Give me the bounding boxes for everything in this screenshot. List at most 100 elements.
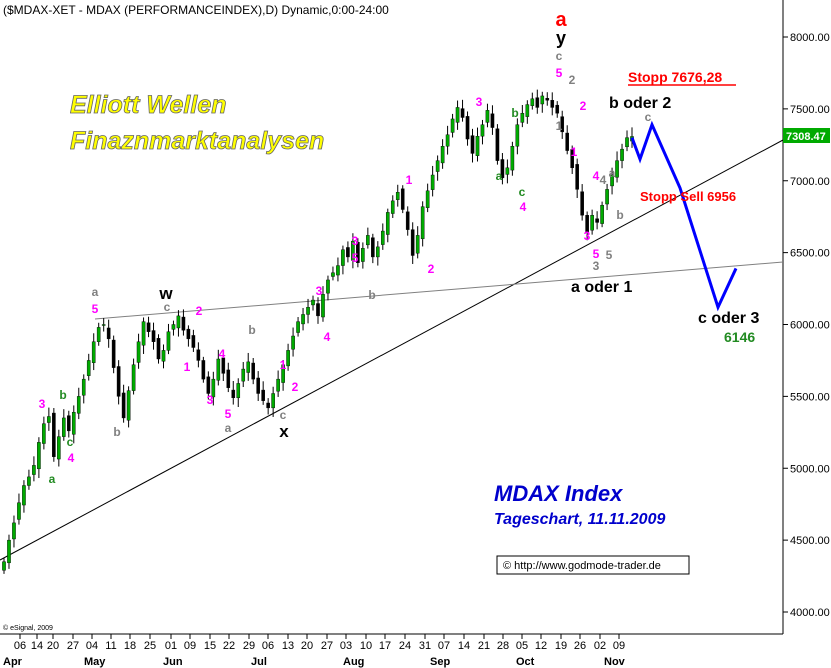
chart-header: ($MDAX-XET - MDAX (PERFORMANCEINDEX),D) … xyxy=(3,3,389,17)
x-month-label: Nov xyxy=(604,656,626,668)
candle-body xyxy=(156,338,161,360)
x-day-label: 02 xyxy=(594,640,606,652)
x-day-label: 12 xyxy=(535,640,547,652)
candle-body xyxy=(475,135,480,156)
candle-body xyxy=(141,321,146,346)
wave-label: 5 xyxy=(92,302,99,316)
chart-subtitle: Tageschart, 11.11.2009 xyxy=(494,511,665,528)
candle-body xyxy=(52,412,56,457)
candles xyxy=(2,89,634,574)
x-month-label: May xyxy=(84,656,106,668)
x-month-label: Sep xyxy=(430,656,450,668)
x-day-label: 28 xyxy=(497,640,509,652)
x-day-label: 27 xyxy=(67,640,79,652)
candle-body xyxy=(37,442,41,470)
candle-body xyxy=(121,392,126,419)
x-month-label: Aug xyxy=(343,656,364,668)
candle-body xyxy=(460,108,465,118)
candle-body xyxy=(425,190,430,208)
wave-label: 4 xyxy=(520,200,527,214)
candle-body xyxy=(605,189,609,205)
candle-body xyxy=(445,134,450,147)
candle-body xyxy=(480,124,485,137)
candle-body xyxy=(201,360,206,380)
x-day-label: 21 xyxy=(478,640,490,652)
y-tick-label: 4500.00 xyxy=(790,535,830,547)
candle-body xyxy=(171,324,176,330)
rising-support-trendline xyxy=(0,139,784,561)
wave-label: 2 xyxy=(196,304,203,318)
wave-label: a xyxy=(225,421,232,435)
candle-body xyxy=(101,324,106,326)
candle-body xyxy=(440,146,445,164)
y-tick-label: 5000.00 xyxy=(790,463,830,475)
candle-body xyxy=(525,104,530,117)
candle-body xyxy=(2,561,6,571)
candle-body xyxy=(420,206,425,240)
candle-body xyxy=(151,330,156,342)
candle-body xyxy=(346,247,350,258)
candle-body xyxy=(361,248,365,262)
wave-label: a xyxy=(496,169,503,183)
candle-body xyxy=(281,364,285,383)
stopp-buy-label: Stopp 7676,28 xyxy=(628,69,722,85)
x-day-label: 11 xyxy=(105,640,116,652)
x-day-label: 18 xyxy=(124,640,136,652)
candle-body xyxy=(545,98,550,101)
candle-body xyxy=(505,167,510,175)
candle-body xyxy=(211,378,216,398)
candle-body xyxy=(27,476,31,486)
candle-body xyxy=(385,212,390,235)
candle-body xyxy=(246,361,251,373)
candle-body xyxy=(356,242,360,263)
candle-body xyxy=(116,366,121,397)
candle-body xyxy=(615,160,619,178)
candle-body xyxy=(261,389,265,401)
wave-label: 5 xyxy=(352,251,359,265)
candle-body xyxy=(366,235,370,246)
candle-body xyxy=(17,502,21,520)
candle-body xyxy=(500,159,505,179)
wave-label: 5 xyxy=(556,66,563,80)
x-month-label: Jul xyxy=(251,656,267,668)
wave-label: c xyxy=(67,435,74,449)
candle-body xyxy=(625,137,629,148)
wave-label: c xyxy=(164,300,171,314)
x-day-label: 10 xyxy=(360,640,372,652)
candle-body xyxy=(161,350,166,362)
y-tick-label: 6000.00 xyxy=(790,320,830,332)
esignal-credit: © eSignal, 2009 xyxy=(3,624,53,632)
candle-body xyxy=(560,116,565,133)
wave-label: 1 xyxy=(571,145,578,159)
candle-body xyxy=(515,124,520,147)
candle-body xyxy=(351,240,355,261)
candle-body xyxy=(306,307,310,315)
x-day-label: 19 xyxy=(555,640,567,652)
candle-body xyxy=(585,215,589,233)
wave-label: 4 xyxy=(593,169,600,183)
candle-body xyxy=(57,436,61,460)
candle-body xyxy=(76,396,81,414)
candle-body xyxy=(251,362,256,380)
wave-label: c xyxy=(645,110,652,124)
wave-label: 1 xyxy=(406,173,413,187)
wave-label: 3 xyxy=(316,284,323,298)
candle-body xyxy=(126,390,131,421)
b-oder-2-label: b oder 2 xyxy=(609,95,671,112)
candle-body xyxy=(12,522,16,540)
wave-label: 3 xyxy=(584,229,591,243)
candle-body xyxy=(196,349,201,361)
y-tick-label: 7000.00 xyxy=(790,176,830,188)
x-day-label: 14 xyxy=(458,640,470,652)
wave-label: 4 xyxy=(324,330,331,344)
x-month-label: Oct xyxy=(516,656,535,668)
candle-body xyxy=(575,164,579,190)
candle-body xyxy=(341,249,345,266)
wave-label: 3 xyxy=(352,234,359,248)
candle-body xyxy=(610,174,614,187)
candle-body xyxy=(271,393,275,409)
index-name: MDAX Index xyxy=(494,481,623,506)
copyright-link[interactable]: © http://www.godmode-trader.de xyxy=(503,560,661,572)
candle-body xyxy=(176,315,181,329)
